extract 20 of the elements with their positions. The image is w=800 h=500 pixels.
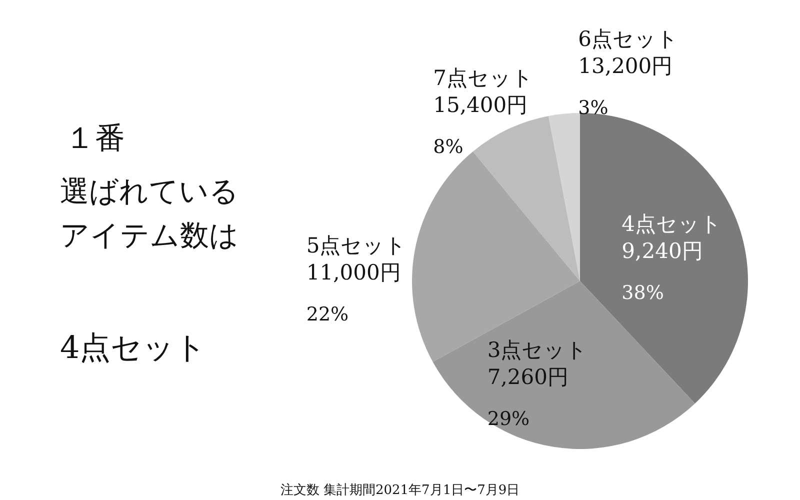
text: 4点セット <box>60 330 207 366</box>
pie-slice <box>432 281 696 449</box>
slice-label: 5点セット 11,000円 <box>306 233 407 284</box>
slice-label: 6点セット 13,200円 <box>578 26 679 78</box>
text: アイテム数は <box>60 218 239 252</box>
data-label: 3% <box>578 96 608 119</box>
text: 選ばれている <box>60 174 239 208</box>
data-label: 29% <box>487 408 530 430</box>
text: 注文数 集計期間2021年7月1日〜7月9日 <box>280 483 520 498</box>
pie-slice <box>580 113 748 404</box>
text: １番 <box>65 121 125 156</box>
pie-slice <box>472 116 580 281</box>
slice-label: 3点セット 7,260円 <box>487 338 588 389</box>
pie-slice <box>412 152 580 362</box>
pie-slice <box>548 113 580 281</box>
data-label: 38% <box>622 282 664 304</box>
data-label: 22% <box>306 303 349 326</box>
data-label: 8% <box>433 136 464 158</box>
slice-label: 7点セット 15,400円 <box>433 66 534 118</box>
slice-label: 4点セット 9,240円 <box>622 212 722 263</box>
